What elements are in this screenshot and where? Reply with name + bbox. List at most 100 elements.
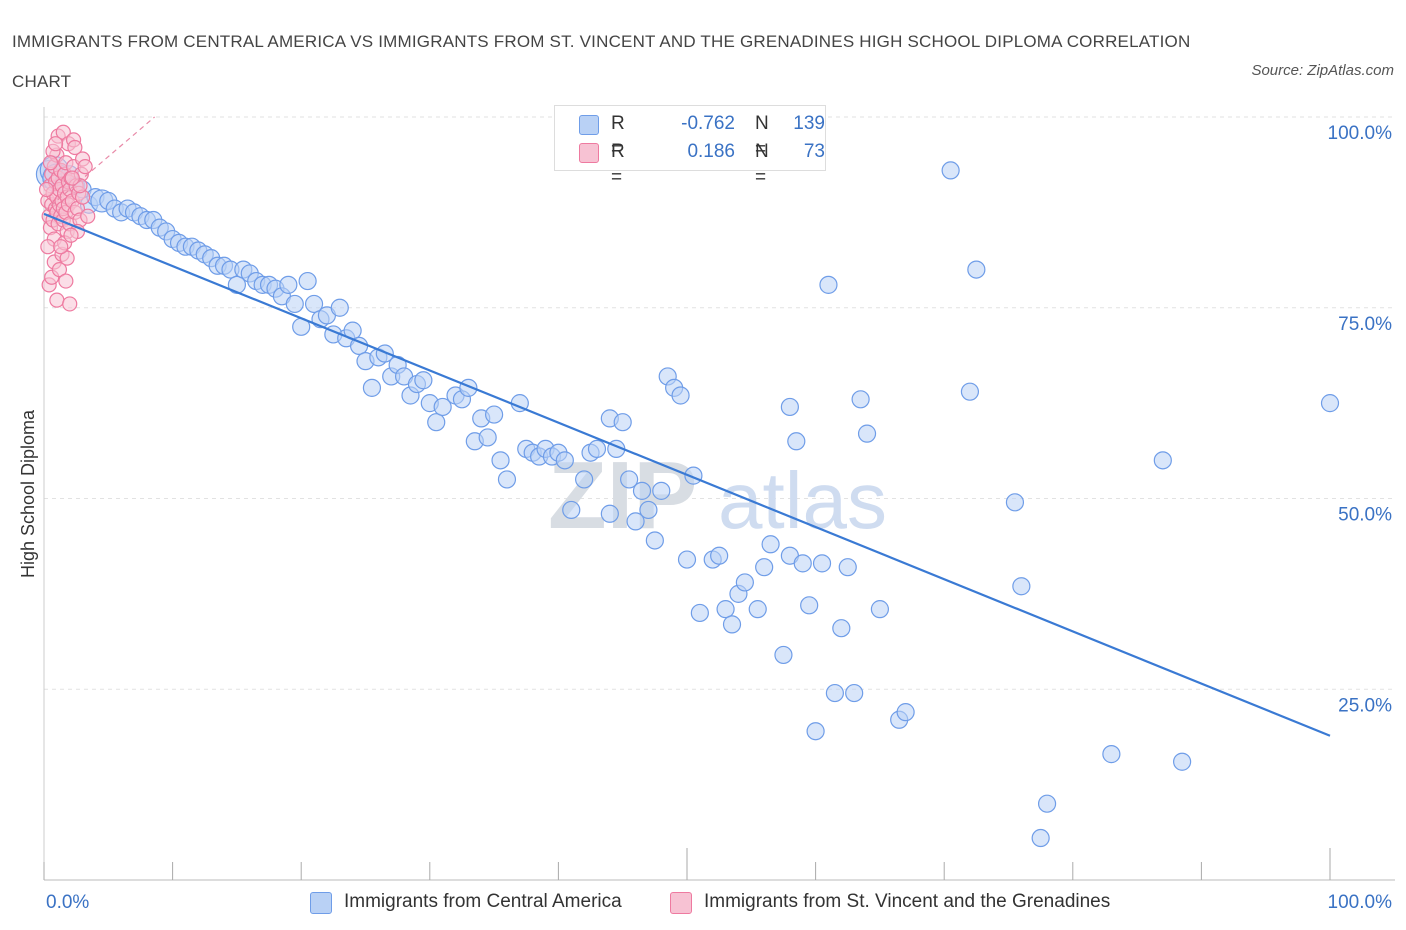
data-point bbox=[857, 424, 877, 443]
data-point bbox=[793, 554, 812, 573]
legend-r-label: R = bbox=[611, 113, 625, 160]
data-point bbox=[677, 550, 697, 569]
data-point bbox=[53, 239, 69, 255]
data-point bbox=[652, 481, 671, 500]
data-point bbox=[491, 451, 510, 470]
data-point bbox=[832, 619, 851, 638]
data-point bbox=[710, 546, 729, 565]
data-point bbox=[279, 275, 298, 294]
data-point bbox=[362, 378, 382, 397]
data-point bbox=[761, 535, 780, 554]
data-point bbox=[620, 470, 639, 489]
trend-lines bbox=[43, 116, 1331, 737]
data-point bbox=[478, 428, 497, 447]
axes bbox=[43, 107, 1395, 881]
legend-label: Immigrants from St. Vincent and the Gren… bbox=[704, 891, 1111, 912]
legend-n-label: N = bbox=[755, 141, 769, 188]
data-point bbox=[845, 683, 864, 703]
data-point bbox=[40, 239, 56, 255]
y-tick-label: 100.0% bbox=[1328, 123, 1393, 144]
x-tick-label: 0.0% bbox=[46, 892, 89, 913]
data-point bbox=[722, 615, 742, 634]
data-point bbox=[755, 558, 774, 577]
legend-r-value: -0.762 bbox=[681, 113, 735, 134]
data-point bbox=[285, 294, 304, 314]
data-point bbox=[485, 405, 504, 424]
data-point bbox=[64, 170, 80, 186]
data-point bbox=[632, 481, 652, 500]
data-point bbox=[304, 294, 324, 314]
data-point bbox=[49, 292, 65, 308]
data-point bbox=[433, 397, 452, 417]
data-point bbox=[1320, 394, 1340, 413]
data-point bbox=[735, 573, 754, 592]
data-point bbox=[780, 397, 799, 417]
data-point bbox=[787, 432, 806, 451]
data-point bbox=[1173, 752, 1192, 771]
data-point bbox=[1012, 577, 1031, 596]
data-point bbox=[639, 500, 658, 520]
data-point bbox=[42, 155, 59, 171]
data-point bbox=[800, 596, 819, 615]
data-point bbox=[870, 600, 890, 619]
legend-n-label: N = bbox=[755, 113, 769, 160]
data-point bbox=[716, 600, 735, 619]
data-point bbox=[896, 703, 915, 722]
data-point bbox=[967, 260, 986, 279]
legend-swatch-blue bbox=[579, 115, 599, 135]
data-point bbox=[1037, 794, 1057, 813]
legend-n-value: 73 bbox=[803, 141, 825, 162]
data-point bbox=[645, 531, 664, 550]
data-point bbox=[77, 158, 93, 175]
data-point bbox=[330, 298, 349, 317]
data-point bbox=[600, 504, 619, 523]
data-point bbox=[1102, 745, 1121, 764]
series-legend: Immigrants from Central America Immigran… bbox=[0, 888, 1406, 916]
data-point bbox=[1031, 828, 1050, 848]
data-point bbox=[63, 227, 79, 243]
trend-line bbox=[43, 212, 1331, 737]
data-point bbox=[562, 500, 581, 520]
data-point bbox=[1005, 493, 1025, 512]
data-point bbox=[825, 683, 844, 703]
data-point bbox=[748, 600, 767, 619]
data-point bbox=[613, 413, 632, 432]
data-point bbox=[298, 271, 317, 291]
y-axis-label: High School Diploma bbox=[18, 409, 38, 578]
legend-n-value: 139 bbox=[793, 113, 825, 134]
data-point bbox=[59, 250, 75, 266]
data-point bbox=[587, 439, 607, 459]
data-point bbox=[555, 451, 574, 470]
data-point bbox=[47, 136, 64, 152]
data-point bbox=[67, 139, 83, 156]
data-point bbox=[497, 470, 517, 489]
series-st-vincent bbox=[38, 124, 96, 312]
data-point bbox=[575, 470, 594, 489]
legend-swatch-blue bbox=[310, 892, 332, 914]
stats-legend: R = -0.762 N = 139 R = 0.186 N = 73 bbox=[554, 105, 826, 188]
data-point bbox=[414, 371, 433, 390]
legend-swatch-pink bbox=[579, 143, 599, 163]
y-tick-label: 50.0% bbox=[1338, 505, 1392, 526]
data-point bbox=[58, 273, 74, 289]
y-tick-label: 75.0% bbox=[1338, 314, 1392, 335]
data-point bbox=[38, 181, 55, 198]
data-point bbox=[774, 645, 793, 665]
data-point bbox=[1153, 451, 1172, 470]
data-point bbox=[626, 512, 645, 531]
series-central-america bbox=[35, 130, 1340, 848]
legend-label: Immigrants from Central America bbox=[344, 891, 622, 912]
data-point bbox=[62, 296, 78, 312]
y-tick-label: 25.0% bbox=[1338, 695, 1392, 716]
data-point bbox=[806, 722, 825, 741]
data-point bbox=[690, 603, 709, 623]
data-point bbox=[819, 275, 838, 294]
legend-r-label: R = bbox=[611, 141, 625, 188]
data-point bbox=[851, 390, 870, 409]
x-tick-label: 100.0% bbox=[1328, 892, 1393, 913]
data-point bbox=[51, 262, 68, 278]
watermark: ZIP atlas bbox=[548, 442, 887, 549]
data-point bbox=[375, 344, 394, 363]
data-point bbox=[427, 413, 446, 432]
